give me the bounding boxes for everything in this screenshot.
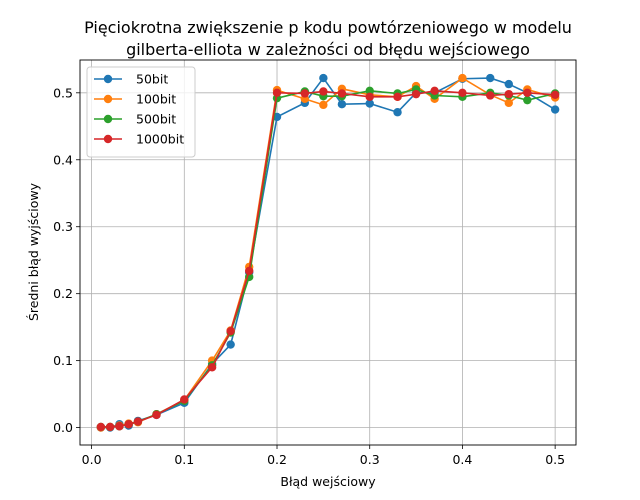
chart-title-line-1: Pięciokrotna zwiększenie p kodu powtórze… [84,18,572,37]
data-point-1000bit [180,395,189,404]
axis-ticks: 0.0 0.1 0.2 0.3 0.4 0.5 0.0 0.1 0.2 0.3 0.4 0.5 [53,85,565,467]
legend-label: 1000bit [136,132,184,147]
legend-marker [103,94,113,104]
x-tick-label: 0.4 [452,452,472,467]
y-tick-label: 0.2 [53,286,73,301]
legend-item-500bit: 500bit [94,112,176,127]
data-point-1000bit [411,89,421,99]
y-tick-label: 0.4 [53,152,73,167]
data-point-500bit [523,95,532,105]
legend-marker [103,114,113,124]
data-point-1000bit [124,420,133,429]
legend-item-100bit: 100bit [94,92,176,107]
data-point-1000bit [504,89,513,99]
y-tick-label: 0.5 [53,85,73,100]
data-point-1000bit [393,92,402,102]
data-point-1000bit [272,88,282,98]
y-axis-label: Średni błąd wyjściowy [26,182,41,321]
y-tick-label: 0.3 [53,219,73,234]
data-point-1000bit [115,422,124,431]
data-point-50bit [226,340,235,349]
data-point-1000bit [458,88,467,98]
data-point-1000bit [152,410,161,420]
data-point-1000bit [486,91,495,100]
legend-item-50bit: 50bit [94,72,168,87]
x-tick-label: 0.2 [267,452,287,467]
data-point-500bit [365,86,374,96]
legend-label: 500bit [136,112,176,127]
legend-label: 100bit [136,92,176,107]
x-axis-label: Błąd wejściowy [280,474,376,489]
data-point-50bit [337,99,347,109]
data-point-1000bit [319,87,328,96]
data-point-1000bit [244,266,254,276]
data-series [96,73,560,432]
y-tick-label: 0.0 [53,420,73,435]
data-point-50bit [393,108,402,117]
x-tick-label: 0.3 [360,452,380,467]
data-point-1000bit [337,89,347,98]
data-point-100bit [458,73,467,83]
data-point-1000bit [300,89,310,98]
x-tick-label: 0.0 [82,452,102,467]
data-point-1000bit [133,417,143,426]
data-point-1000bit [550,90,560,100]
legend-marker [103,74,113,84]
data-point-1000bit [226,326,235,336]
data-point-50bit [319,73,328,83]
legend-box [86,66,196,158]
chart-title-line-2: gilberta-elliota w zależności od błędu w… [126,40,530,59]
legend-marker [103,134,113,144]
data-point-1000bit [96,422,106,432]
data-point-1000bit [430,86,439,96]
data-point-1000bit [365,92,374,102]
data-point-100bit [319,100,328,110]
data-point-1000bit [207,363,217,372]
data-point-50bit [550,105,560,114]
legend: 50bit 100bit 500bit 1000bit [86,66,196,158]
data-point-1000bit [523,88,532,98]
data-point-50bit [365,99,374,108]
data-point-100bit [504,98,513,108]
data-point-50bit [504,79,513,89]
data-point-50bit [486,73,495,83]
data-point-1000bit [105,422,115,432]
x-tick-label: 0.5 [545,452,565,467]
x-tick-label: 0.1 [174,452,194,467]
y-tick-label: 0.1 [53,353,73,368]
legend-label: 50bit [136,72,168,87]
plot-frame [79,59,577,446]
series-1000bit [96,86,560,432]
legend-item-1000bit: 1000bit [94,132,184,147]
